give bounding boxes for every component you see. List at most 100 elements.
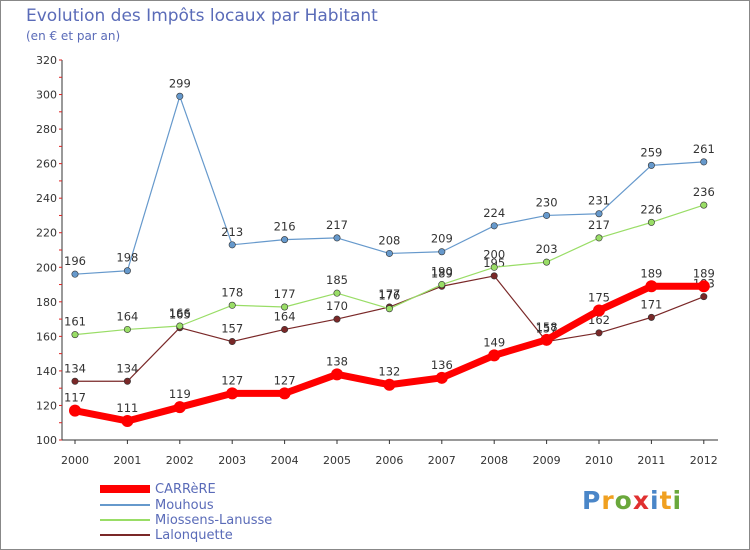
- data-point: [435, 371, 448, 384]
- x-tick-label: 2012: [690, 454, 718, 467]
- data-label: 134: [116, 361, 138, 375]
- x-tick-label: 2003: [218, 454, 246, 467]
- data-label: 119: [169, 387, 191, 401]
- legend-label: CARRèRE: [155, 482, 216, 497]
- data-point: [281, 325, 289, 333]
- series-miossens-lanusse: 161 164 166 178 177 185 176 190 200 203 217 226 236: [64, 185, 715, 339]
- data-label: 117: [64, 391, 86, 405]
- x-tick-label: 2009: [533, 454, 561, 467]
- y-tick-label: 280: [36, 123, 57, 136]
- data-label: 216: [274, 220, 296, 234]
- data-point: [700, 201, 708, 209]
- x-tick-label: 2006: [375, 454, 403, 467]
- data-label: 161: [64, 315, 86, 329]
- data-label: 200: [483, 247, 505, 261]
- data-label: 189: [640, 266, 662, 280]
- data-label: 132: [378, 365, 400, 379]
- x-tick-label: 2011: [637, 454, 665, 467]
- data-label: 127: [274, 373, 296, 387]
- series-carr-re: 117 111 119 127 127 138 132 136 149 158 175 189 189: [64, 266, 715, 427]
- x-tick-label: 2004: [271, 454, 299, 467]
- data-point: [173, 401, 186, 414]
- data-point: [438, 281, 446, 289]
- data-label: 157: [536, 322, 558, 336]
- data-point: [647, 313, 655, 321]
- data-label: 209: [431, 232, 453, 246]
- legend-item: Mouhous: [100, 498, 214, 513]
- data-label: 185: [326, 273, 348, 287]
- data-label: 164: [274, 309, 296, 323]
- data-label: 111: [116, 401, 138, 415]
- data-point: [543, 258, 551, 266]
- data-point: [647, 161, 655, 169]
- series-line: [74, 95, 704, 275]
- data-point: [71, 331, 79, 339]
- data-point: [490, 222, 498, 230]
- data-point: [228, 241, 236, 249]
- data-point: [333, 289, 341, 297]
- data-label: 259: [640, 145, 662, 159]
- data-point: [121, 415, 134, 427]
- data-point: [176, 92, 184, 100]
- data-point: [700, 158, 708, 166]
- data-point: [647, 218, 655, 226]
- data-label: 177: [274, 287, 296, 301]
- logo-letter: x: [632, 486, 650, 515]
- data-label: 149: [483, 335, 505, 349]
- data-label: 138: [326, 354, 348, 368]
- legend-item: Lalonquette: [100, 528, 233, 543]
- y-tick-label: 160: [36, 330, 57, 343]
- y-tick-label: 220: [36, 227, 57, 240]
- x-tick-label: 2002: [166, 454, 194, 467]
- y-tick-label: 200: [36, 261, 57, 274]
- x-tick-label: 2010: [585, 454, 613, 467]
- series-layer: 1341341651571641701771891951571621711831…: [64, 76, 715, 427]
- legend-label: Mouhous: [155, 498, 214, 513]
- data-label: 177: [378, 287, 400, 301]
- data-point: [540, 333, 553, 346]
- data-label: 134: [64, 361, 86, 375]
- data-point: [595, 210, 603, 218]
- legend: CARRèREMouhousMiossens-LanusseLalonquett…: [100, 482, 272, 543]
- data-label: 213: [221, 225, 243, 239]
- data-point: [385, 249, 393, 257]
- legend-item: CARRèRE: [100, 482, 216, 497]
- legend-item: Miossens-Lanusse: [100, 513, 272, 528]
- data-point: [595, 234, 603, 242]
- data-label: 261: [693, 142, 715, 156]
- data-label: 158: [536, 320, 558, 334]
- x-tick-label: 2007: [428, 454, 456, 467]
- data-label: 164: [116, 309, 138, 323]
- legend-label: Lalonquette: [155, 528, 233, 543]
- data-point: [385, 305, 393, 313]
- data-point: [593, 304, 605, 317]
- axes: 100 120 140 160 180 200 220 240 260 280 300 320 2000…: [36, 54, 718, 467]
- data-point: [71, 270, 79, 278]
- data-label: 236: [693, 185, 715, 199]
- data-point: [595, 329, 603, 337]
- data-label: 198: [116, 251, 138, 265]
- y-tick-label: 240: [36, 192, 57, 205]
- data-label: 217: [326, 218, 348, 232]
- x-tick-label: 2005: [323, 454, 351, 467]
- logo-letter: i: [672, 486, 683, 515]
- data-label: 226: [640, 202, 662, 216]
- chart-subtitle: (en € et par an): [26, 29, 120, 43]
- y-tick-label: 260: [36, 158, 57, 171]
- proxiti-logo: Proxiti: [582, 486, 682, 515]
- data-point: [123, 267, 131, 275]
- logo-letter: i: [650, 486, 660, 515]
- data-label: 189: [431, 266, 453, 280]
- data-label: 171: [640, 297, 662, 311]
- x-tick-label: 2001: [113, 454, 141, 467]
- data-label: 127: [221, 373, 243, 387]
- data-point: [383, 378, 396, 391]
- x-tick-label: 2000: [61, 454, 89, 467]
- data-point: [488, 349, 501, 362]
- logo-letter: r: [601, 486, 615, 515]
- data-point: [333, 315, 341, 323]
- logo-letter: P: [582, 486, 602, 515]
- data-label: 170: [326, 299, 348, 313]
- logo-letter: t: [659, 486, 673, 515]
- y-tick-label: 320: [36, 54, 57, 67]
